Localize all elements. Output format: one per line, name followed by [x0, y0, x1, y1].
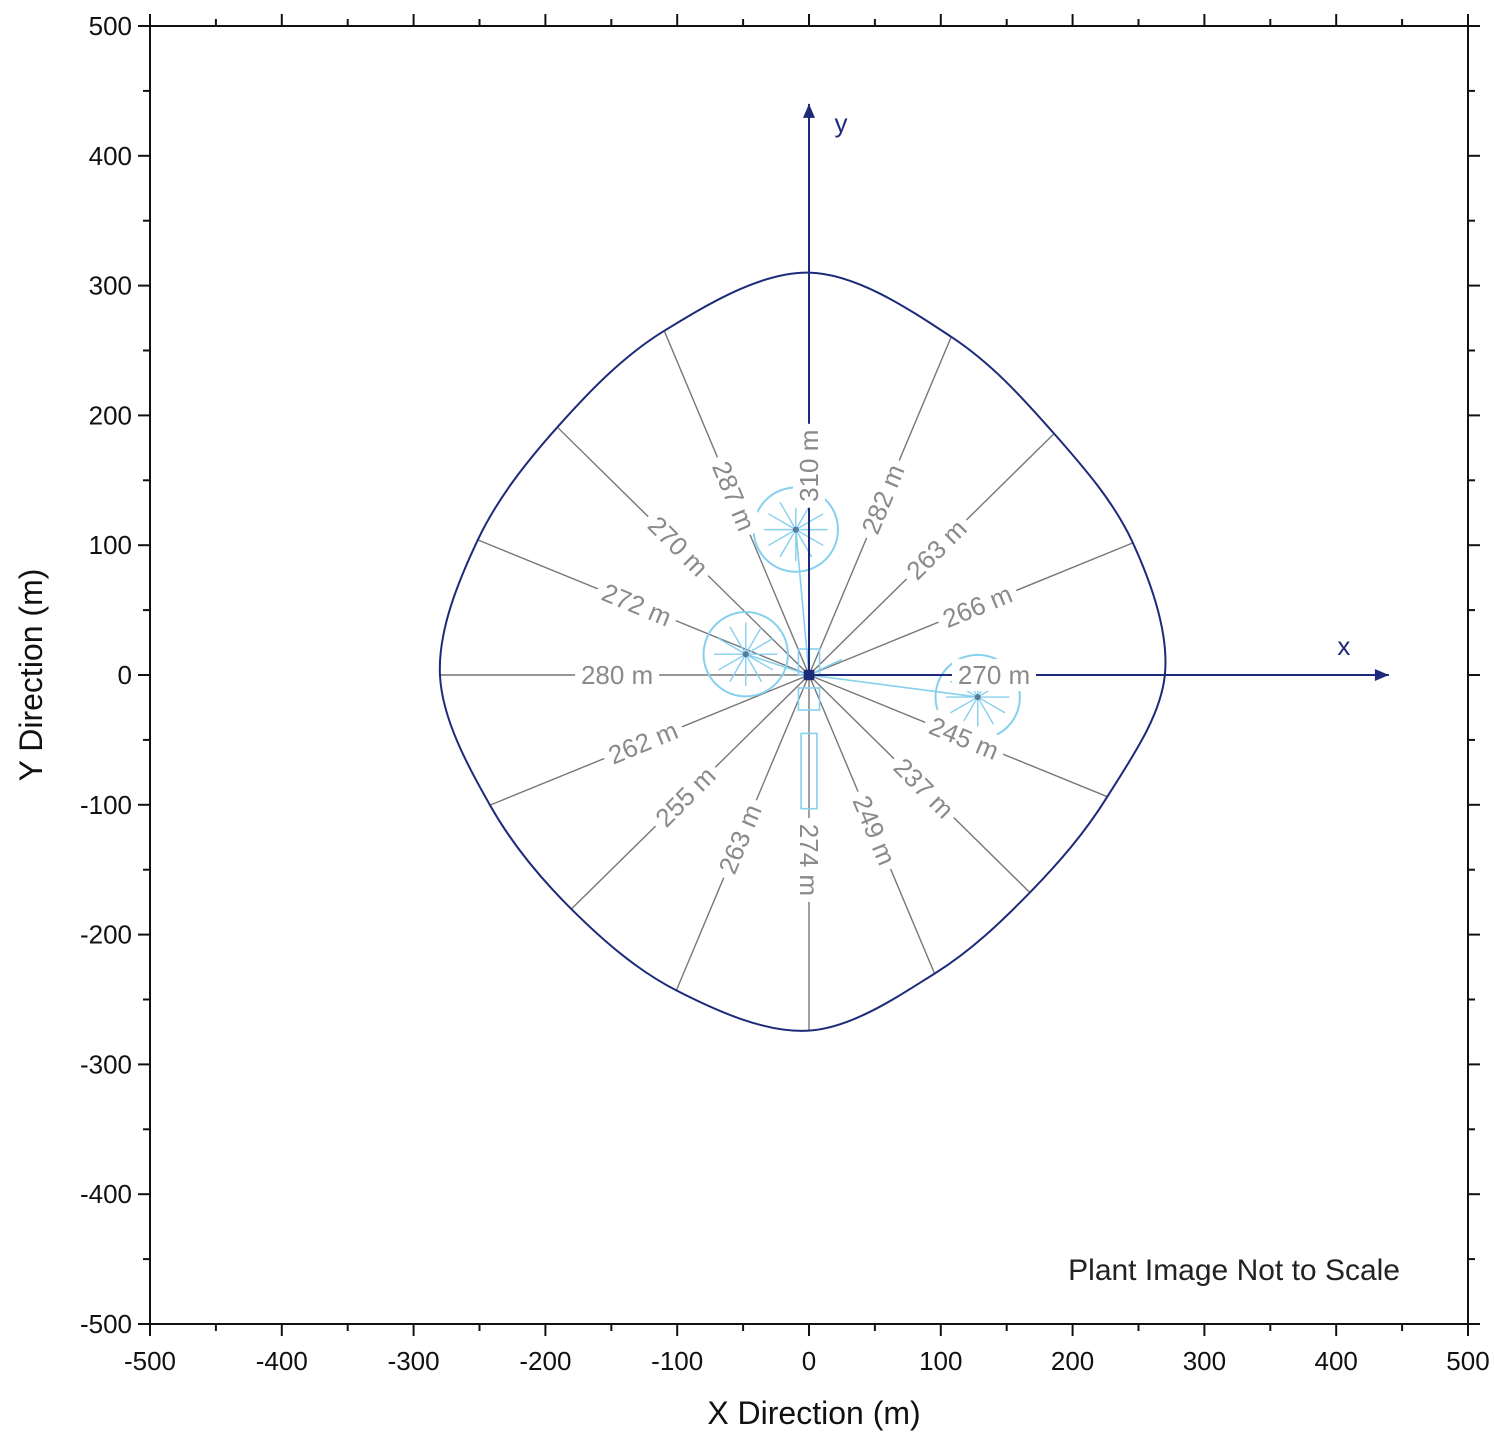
y-tick-label: -300	[80, 1049, 132, 1079]
x-tick-label: 300	[1183, 1346, 1226, 1376]
radial-lines	[439, 272, 1165, 1031]
plant-spoke	[768, 513, 797, 531]
plant-pipe	[795, 529, 810, 676]
plant-spoke	[745, 626, 763, 655]
x-tick-label: 0	[802, 1346, 816, 1376]
radial-label-bg	[882, 747, 965, 830]
radial-label-bg	[952, 659, 1037, 691]
plant-spoke	[729, 626, 747, 655]
y-tick-label: 100	[89, 530, 132, 560]
plant-tank	[702, 611, 789, 698]
plant-spoke	[977, 696, 995, 725]
y-axis-title: Y Direction (m)	[13, 569, 49, 782]
plant-spoke	[768, 529, 797, 547]
radial-label-bg	[709, 794, 771, 884]
y-tick-label: 400	[89, 141, 132, 171]
local-y-arrowhead	[803, 103, 815, 118]
plant-pipe	[808, 658, 843, 676]
radial-label-bg	[919, 707, 1010, 770]
y-tick-label: 0	[118, 660, 132, 690]
x-tick-label: 500	[1446, 1346, 1489, 1376]
radial-label: 280 m	[581, 660, 653, 690]
radial-label-bg	[932, 575, 1023, 638]
plant-spoke	[949, 696, 979, 714]
radial-label: 245 m	[925, 711, 1003, 766]
radial-label: 282 m	[855, 460, 910, 538]
plant-hub	[792, 526, 799, 533]
y-tick-label: -400	[80, 1179, 132, 1209]
local-x-arrowhead	[1374, 669, 1389, 681]
axis-ticks	[138, 14, 1480, 1336]
y-tick-label: -200	[80, 920, 132, 950]
y-tick-label: -100	[80, 790, 132, 820]
radial-label-bg	[702, 451, 765, 541]
plant-spoke	[779, 501, 797, 530]
radial-label-bg	[575, 659, 660, 691]
local-y-label: y	[835, 108, 848, 138]
plant-building	[800, 732, 818, 810]
radial-label: 263 m	[712, 800, 767, 878]
plant-building	[797, 687, 821, 711]
x-tick-label: -300	[388, 1346, 440, 1376]
y-tick-label: 200	[89, 400, 132, 430]
plant-pipe	[808, 674, 978, 698]
radial-label-bg	[793, 817, 825, 902]
plant-spoke	[745, 653, 763, 682]
y-tick-label: 500	[89, 11, 132, 41]
plant-spoke	[977, 696, 1006, 714]
radial-label: 237 m	[888, 752, 960, 824]
radial-label: 272 m	[598, 577, 676, 632]
radial-label: 263 m	[900, 513, 972, 585]
radial-label: 262 m	[604, 715, 682, 770]
radial-label-bg	[843, 785, 906, 876]
plant-hub	[974, 694, 981, 701]
y-tick-label: 300	[89, 271, 132, 301]
plant-spoke	[717, 637, 747, 655]
radial-label: 270 m	[958, 660, 1030, 690]
radial-label-bg	[591, 573, 682, 636]
radial-label: 255 m	[649, 761, 721, 833]
plant-hub	[742, 651, 749, 658]
plant-spoke	[961, 696, 979, 725]
scale-note: Plant Image Not to Scale	[1068, 1254, 1400, 1287]
x-axis-title: X Direction (m)	[707, 1395, 920, 1431]
x-tick-label: 200	[1051, 1346, 1094, 1376]
radial-label: 310 m	[794, 430, 824, 502]
x-tick-label: 100	[919, 1346, 962, 1376]
radial-label-bg	[644, 755, 727, 838]
radial-label: 266 m	[938, 579, 1016, 634]
radial-label-bg	[598, 711, 689, 774]
local-axes: xy	[803, 103, 1389, 681]
x-tick-label: -100	[651, 1346, 703, 1376]
x-tick-label: -200	[519, 1346, 571, 1376]
radial-label: 287 m	[706, 457, 761, 535]
x-tick-label: -400	[256, 1346, 308, 1376]
radial-label-bg	[895, 508, 978, 591]
y-tick-label: -500	[80, 1309, 132, 1339]
plant-spoke	[745, 653, 774, 671]
local-x-label: x	[1337, 631, 1350, 661]
radial-label: 274 m	[794, 824, 824, 896]
plant-spoke	[745, 637, 774, 655]
radial-label-bg	[793, 423, 825, 508]
radial-label-bg	[637, 505, 720, 588]
plant-spoke	[717, 653, 747, 671]
radial-label-bg	[852, 454, 914, 545]
tick-labels: -500 -500 -400 -400 -300 -300 -200 -200 -100 -100…	[80, 11, 1490, 1376]
x-tick-label: -500	[124, 1346, 176, 1376]
plant-spoke	[729, 653, 747, 682]
radial-label: 270 m	[642, 510, 714, 582]
radial-label: 249 m	[847, 791, 902, 869]
x-tick-label: 400	[1315, 1346, 1358, 1376]
boundary-curve	[438, 271, 1167, 1032]
plant-spoke	[779, 529, 797, 558]
